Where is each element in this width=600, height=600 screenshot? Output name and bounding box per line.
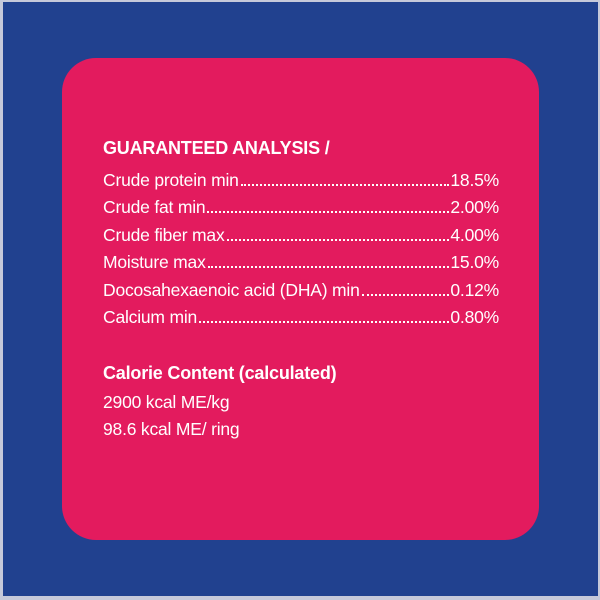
nutrient-label: Crude fat min <box>103 197 206 218</box>
dot-leader <box>361 293 450 296</box>
nutrient-value: 15.0% <box>450 252 499 273</box>
nutrient-value: 2.00% <box>450 197 499 218</box>
nutrient-value: 18.5% <box>450 170 499 190</box>
dot-leader <box>226 238 450 241</box>
table-row: Calcium min 0.80% <box>103 304 499 331</box>
calorie-line-kg: 2900 kcal ME/kg <box>103 392 230 413</box>
nutrient-value: 0.12% <box>450 279 499 300</box>
nutrient-label: Moisture max <box>103 252 206 273</box>
dot-leader <box>207 266 450 269</box>
nutrient-label: Docosahexaenoic acid (DHA) min <box>103 279 360 300</box>
guaranteed-analysis-card: GUARANTEED ANALYSIS / Crude protein min … <box>62 58 539 540</box>
table-row: Crude protein min 18.5% <box>103 167 499 194</box>
nutrient-label: Crude protein min <box>103 170 239 190</box>
analysis-table: Crude protein min 18.5% Crude fat min 2.… <box>103 167 499 331</box>
calorie-content-heading: Calorie Content (calculated) <box>103 363 337 384</box>
label-content: GUARANTEED ANALYSIS / Crude protein min … <box>103 136 499 442</box>
guaranteed-analysis-heading: GUARANTEED ANALYSIS / <box>103 138 330 158</box>
table-row: Crude fiber max 4.00% <box>103 222 499 249</box>
calorie-content-section: Calorie Content (calculated) 2900 kcal M… <box>103 360 499 442</box>
nutrient-label: Calcium min <box>103 307 198 328</box>
table-row: Moisture max 15.0% <box>103 249 499 276</box>
nutrient-label: Crude fiber max <box>103 224 225 245</box>
dot-leader <box>207 211 450 214</box>
nutrient-value: 4.00% <box>450 224 499 245</box>
table-row: Crude fat min 2.00% <box>103 194 499 221</box>
table-row: Docosahexaenoic acid (DHA) min 0.12% <box>103 277 499 304</box>
nutrient-value: 0.80% <box>450 307 499 328</box>
calorie-line-ring: 98.6 kcal ME/ ring <box>103 418 240 439</box>
dot-leader <box>240 184 450 186</box>
dot-leader <box>199 321 450 324</box>
